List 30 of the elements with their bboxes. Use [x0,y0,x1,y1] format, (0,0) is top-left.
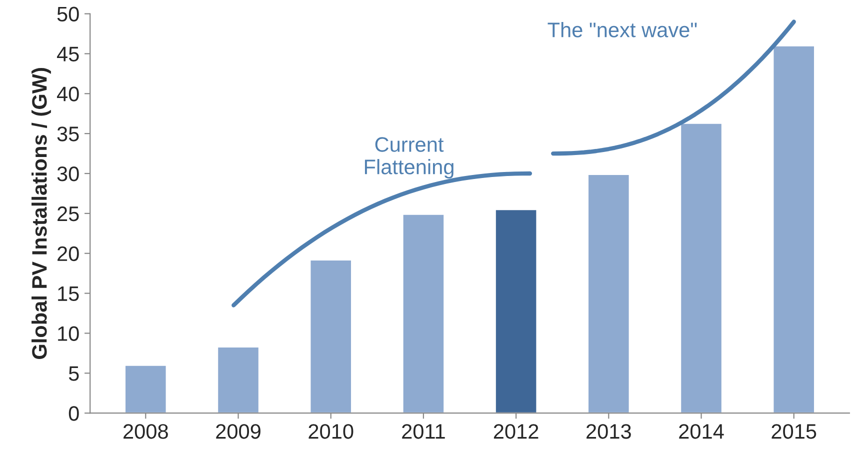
y-tick-label: 45 [56,46,79,62]
x-tick-label: 2008 [124,424,168,439]
y-tick-label: 40 [56,86,79,102]
bar [494,208,538,414]
y-tick-label: 15 [58,286,79,302]
bar [309,259,352,414]
bar [402,214,445,414]
bar [216,346,260,414]
y-tick-label: 50 [57,6,79,22]
bar [772,45,816,414]
y-tick-label: 5 [68,366,79,381]
y-tick-label: 25 [58,206,79,222]
y-axis-title: Global PV Installations / (GW) [32,68,51,359]
annotation: The "next wave" [548,22,697,38]
x-tick-label: 2013 [586,424,631,439]
x-tick-label: 2010 [308,424,354,439]
bar [124,364,168,414]
x-tick-label: 2014 [679,424,724,439]
x-tick-label: 2009 [216,424,260,439]
bar [587,174,630,414]
y-tick-label: 30 [57,166,79,182]
y-tick-label: 10 [58,326,79,341]
y-tick-label: 20 [58,246,79,262]
y-tick-label: 35 [57,126,79,142]
x-tick-label: 2011 [402,424,445,439]
annotation: Current Flattening [364,137,454,178]
x-tick-label: 2012 [494,424,538,439]
y-tick-label: 0 [68,406,79,421]
x-tick-label: 2015 [772,424,816,439]
bar [680,122,723,414]
